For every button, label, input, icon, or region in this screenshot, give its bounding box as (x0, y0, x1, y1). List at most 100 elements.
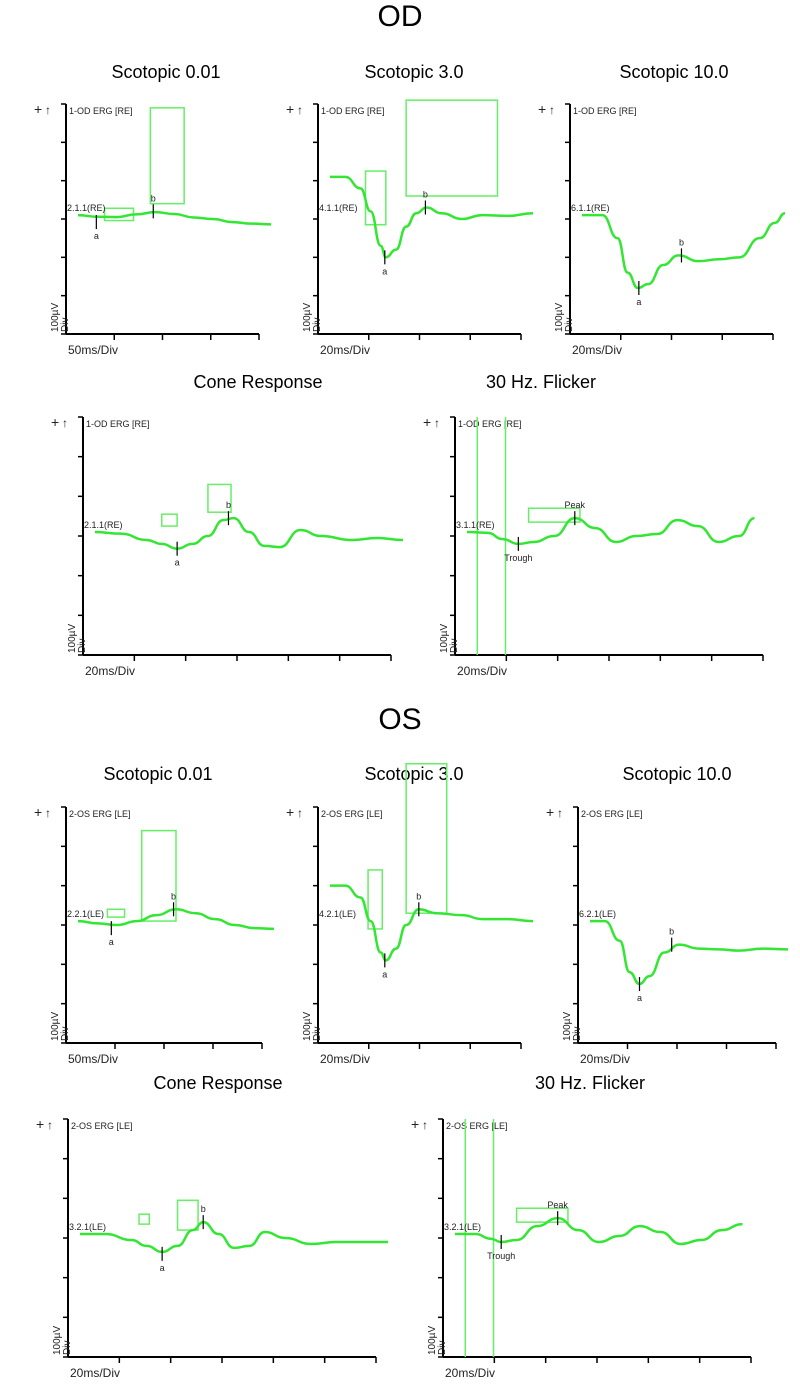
y-div-label: Div (449, 639, 460, 653)
arrow-up-icon[interactable]: ↑ (62, 416, 68, 430)
chart-title: Scotopic 3.0 (364, 764, 464, 784)
chart-title: 30 Hz. Flicker (534, 1073, 646, 1093)
channel-label: 1-OD ERG [RE] (573, 106, 637, 116)
y-unit-label: 100µV (67, 624, 78, 653)
plus-icon[interactable]: + (546, 804, 554, 820)
y-div-label: Div (312, 318, 323, 332)
marker-label-b: b (171, 891, 176, 901)
plus-icon[interactable]: + (423, 414, 431, 430)
x-scale-label: 20ms/Div (85, 664, 135, 678)
y-unit-label: 100µV (302, 303, 313, 332)
y-div-label: Div (437, 1341, 448, 1355)
plus-icon[interactable]: + (34, 101, 42, 117)
x-scale-label: 50ms/Div (68, 1052, 118, 1066)
arrow-up-icon[interactable]: ↑ (47, 1118, 53, 1132)
marker-label-a: a (382, 969, 387, 979)
plus-icon[interactable]: + (286, 101, 294, 117)
plus-icon[interactable]: + (286, 804, 294, 820)
plus-icon[interactable]: + (51, 414, 59, 430)
erg-trace (466, 516, 755, 546)
cursor-window (138, 1213, 151, 1225)
arrow-up-icon[interactable]: ↑ (45, 806, 51, 820)
erg-chart-os_scotopic_001: + ↑ 2-OS ERG [LE] 100µV Div 50ms/Div 2.2.1(LE)… (34, 804, 275, 1066)
chart-title: Cone Response (153, 1073, 283, 1093)
y-unit-label: 100µV (50, 303, 61, 332)
marker-label-a: a (109, 937, 114, 947)
plus-icon[interactable]: + (411, 1116, 419, 1132)
marker-label-peak: Peak (565, 500, 586, 510)
arrow-up-icon[interactable]: ↑ (297, 806, 303, 820)
chart-title: Cone Response (193, 372, 323, 392)
trace-label: 2.2.1(LE) (67, 909, 104, 919)
trace-label: 3.2.1(LE) (444, 1222, 481, 1232)
y-div-label: Div (312, 1027, 323, 1041)
trace-label: 6.1.1(RE) (571, 203, 610, 213)
cursor-window (527, 507, 581, 523)
marker-label-b: b (416, 891, 421, 901)
marker-label-b: b (679, 237, 684, 247)
cursor-window (405, 762, 448, 914)
trace-label: 2.1.1(RE) (67, 203, 106, 213)
channel-label: 1-OD ERG [RE] (69, 106, 133, 116)
x-scale-label: 20ms/Div (445, 1366, 495, 1380)
cursor-window (207, 483, 232, 513)
cursor-window (364, 170, 387, 226)
erg-chart-os_scotopic_100: + ↑ 2-OS ERG [LE] 100µV Div 20ms/Div 6.2.1(LE)… (546, 804, 789, 1066)
arrow-up-icon[interactable]: ↑ (297, 103, 303, 117)
cursor-window (405, 99, 499, 197)
y-div-label: Div (62, 1341, 73, 1355)
channel-label: 1-OD ERG [RE] (86, 419, 150, 429)
marker-label-b: b (669, 927, 674, 937)
y-unit-label: 100µV (52, 1326, 63, 1355)
trace-label: 3.2.1(LE) (69, 1222, 106, 1232)
marker-label-a: a (636, 297, 641, 307)
marker-label-peak: Peak (547, 1200, 568, 1210)
arrow-up-icon[interactable]: ↑ (45, 103, 51, 117)
trace-label: 6.2.1(LE) (579, 909, 616, 919)
plus-icon[interactable]: + (538, 101, 546, 117)
marker-label-trough: Trough (487, 1251, 515, 1261)
erg-chart-od_flicker: + ↑ 1-OD ERG [RE] 100µV Div 20ms/Div 3.1.1(RE)… (423, 414, 764, 678)
trace-label: 4.2.1(LE) (319, 909, 356, 919)
y-unit-label: 100µV (302, 1012, 313, 1041)
erg-trace (590, 919, 789, 986)
channel-label: 2-OS ERG [LE] (69, 809, 131, 819)
y-div-label: Div (60, 318, 71, 332)
x-scale-label: 20ms/Div (457, 664, 507, 678)
y-div-label: Div (564, 318, 575, 332)
plus-icon[interactable]: + (34, 804, 42, 820)
y-unit-label: 100µV (554, 303, 565, 332)
marker-label-a: a (382, 266, 387, 276)
trace-label: 4.1.1(RE) (319, 203, 358, 213)
cursor-window (106, 908, 126, 918)
chart-title: Scotopic 10.0 (622, 764, 732, 784)
erg-trace (77, 908, 275, 931)
arrow-up-icon[interactable]: ↑ (549, 103, 555, 117)
arrow-up-icon[interactable]: ↑ (557, 806, 563, 820)
marker-label-a: a (94, 231, 99, 241)
arrow-up-icon[interactable]: ↑ (422, 1118, 428, 1132)
marker-label-a: a (175, 558, 180, 568)
y-unit-label: 100µV (427, 1326, 438, 1355)
erg-trace (77, 210, 272, 226)
marker-label-b: b (151, 193, 156, 203)
chart-title: Scotopic 0.01 (103, 764, 213, 784)
arrow-up-icon[interactable]: ↑ (434, 416, 440, 430)
trace-label: 3.1.1(RE) (456, 520, 495, 530)
chart-title: Scotopic 0.01 (111, 62, 221, 82)
cursor-window (176, 1199, 199, 1231)
x-scale-label: 20ms/Div (572, 343, 622, 357)
erg-chart-od_scotopic_001: + ↑ 1-OD ERG [RE] 100µV Div 50ms/Div 2.1.1(RE)… (34, 101, 272, 357)
os-section-title: OS (378, 703, 422, 736)
chart-title: Scotopic 3.0 (364, 62, 464, 82)
erg-trace (330, 884, 534, 962)
plus-icon[interactable]: + (36, 1116, 44, 1132)
erg-trace (330, 175, 534, 259)
erg-chart-os_cone: + ↑ 2-OS ERG [LE] 100µV Div 20ms/Div 3.2.1(LE)… (36, 1116, 388, 1380)
x-scale-label: 20ms/Div (320, 343, 370, 357)
cursor-window (160, 513, 178, 527)
x-scale-label: 50ms/Div (68, 343, 118, 357)
erg-trace (582, 212, 786, 290)
chart-title: Scotopic 10.0 (619, 62, 729, 82)
marker-label-b: b (226, 500, 231, 510)
